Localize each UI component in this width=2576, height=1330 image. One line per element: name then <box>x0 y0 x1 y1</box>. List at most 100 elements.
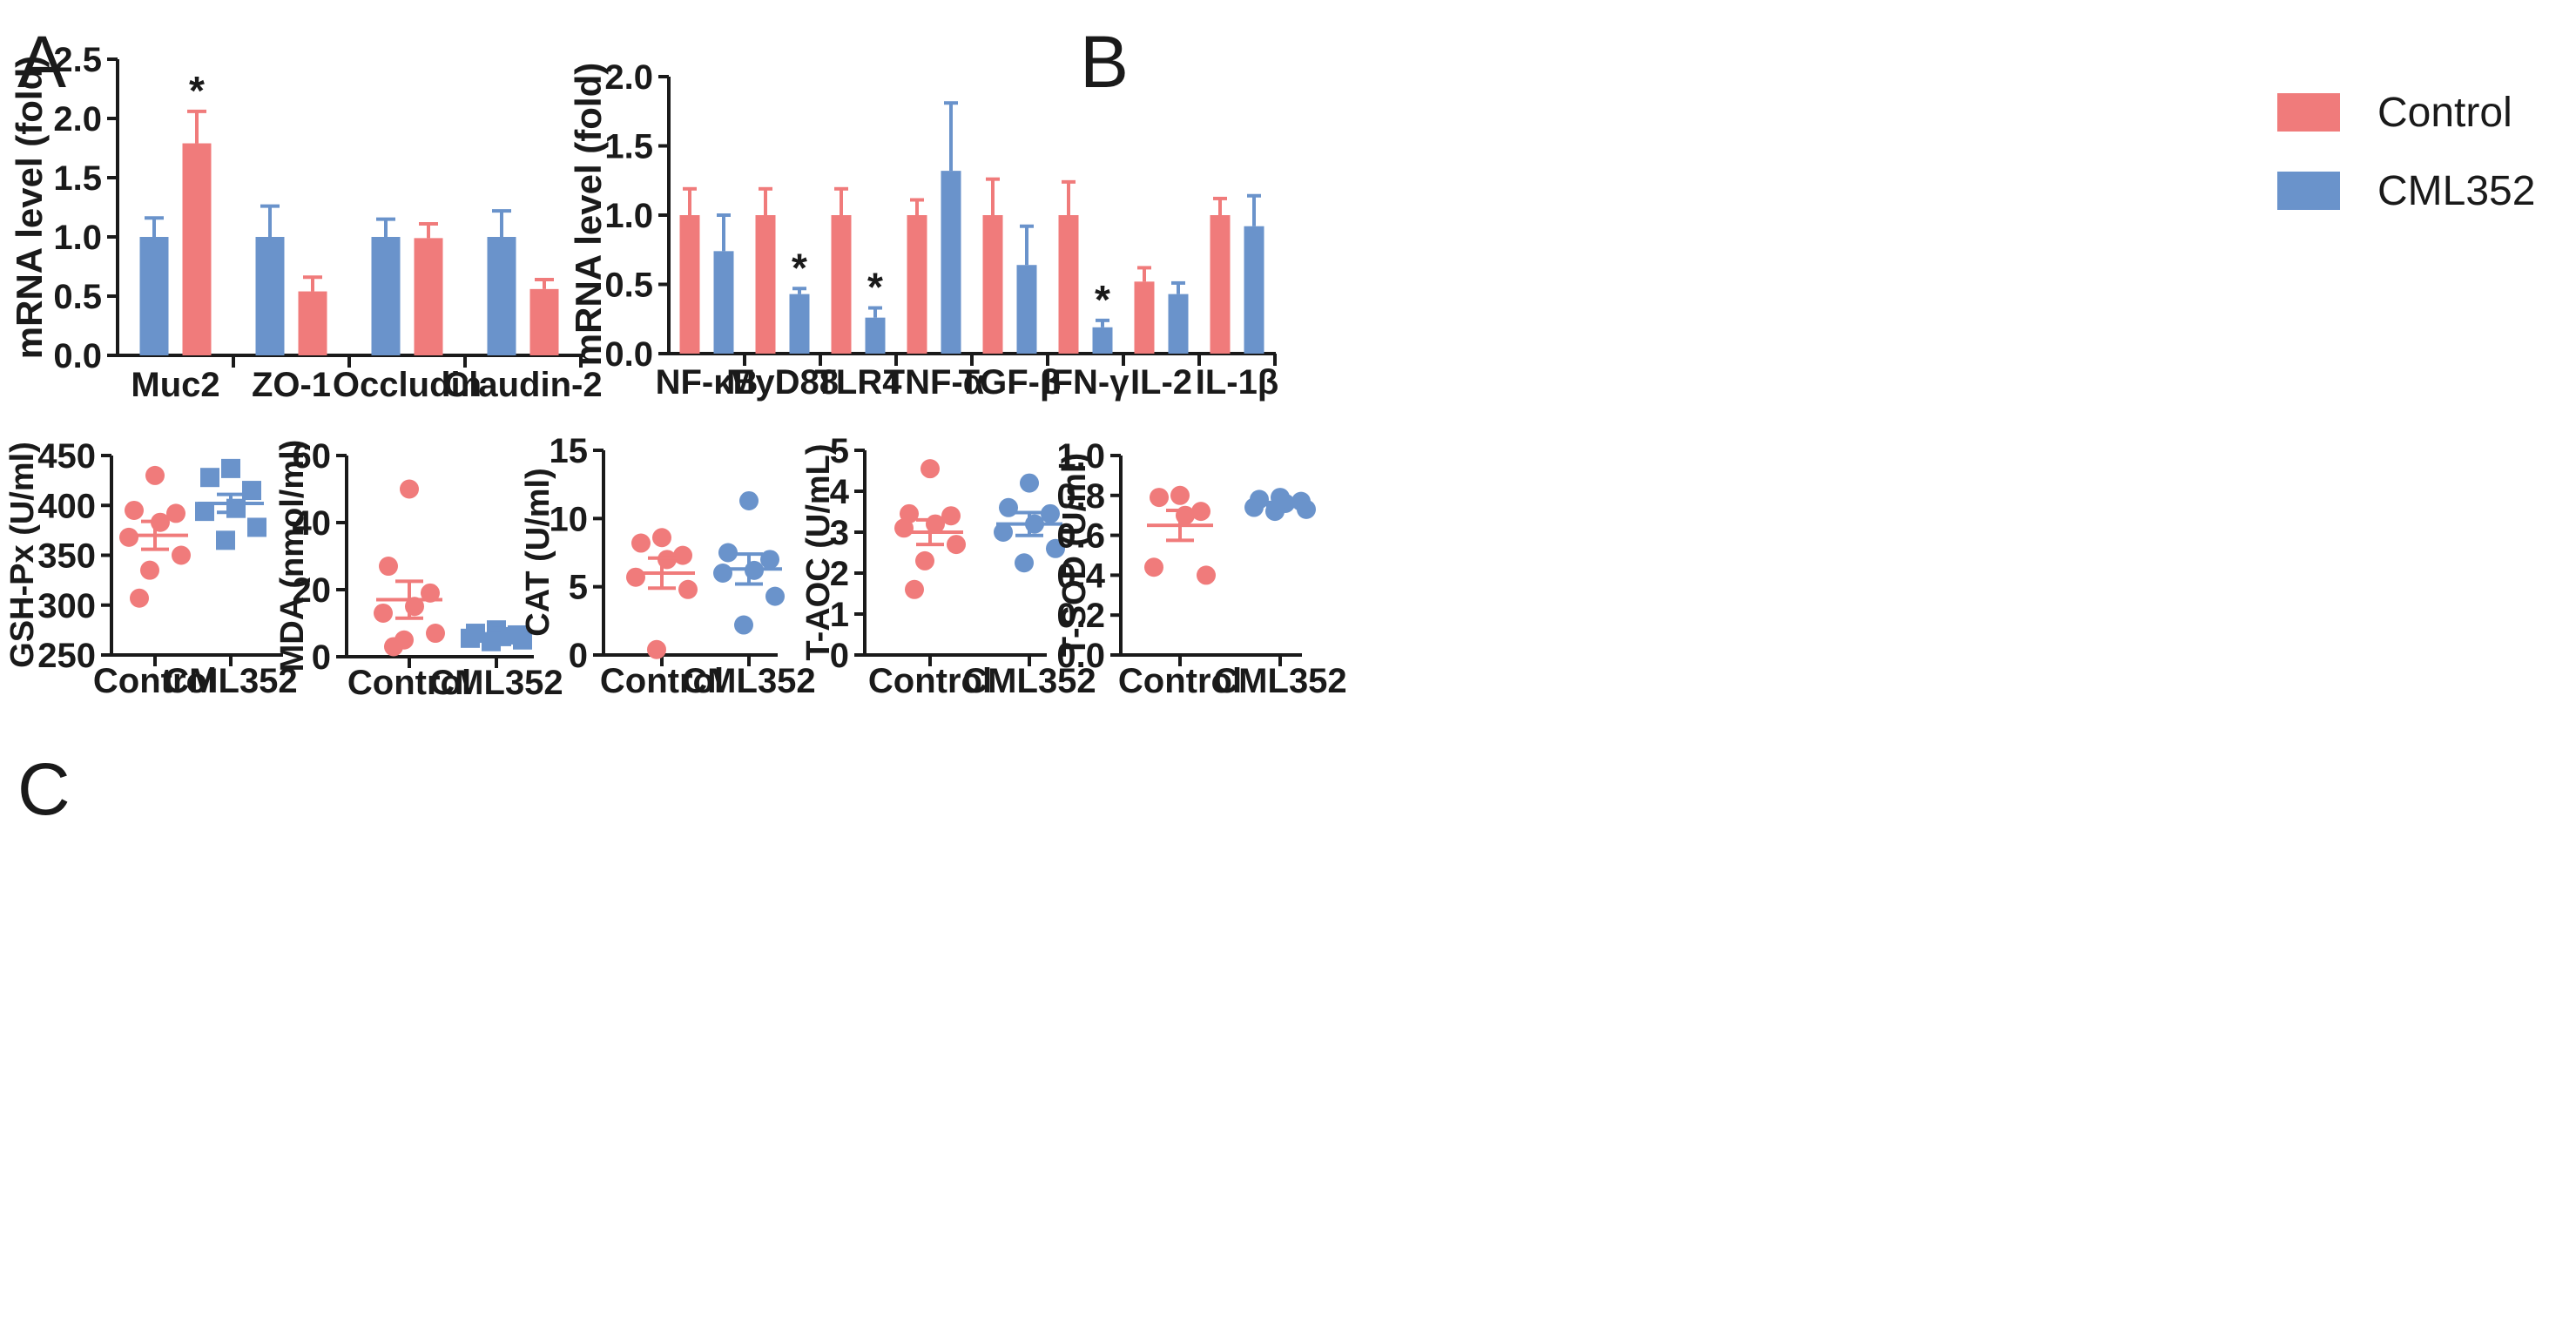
panel-a-bar-occludin-control <box>414 238 443 355</box>
panel-c5-y-tick-label: 1.0 <box>1056 437 1105 476</box>
panel-c4-x-label-cml352: CML352 <box>962 662 1096 700</box>
panel-b-y-tick-label: 0.0 <box>604 335 653 374</box>
panel-c5-y-tick-label: 0.8 <box>1056 477 1105 516</box>
panel-c4-point-control <box>905 579 924 599</box>
panel-c5-point-control <box>1170 485 1190 505</box>
panel-a-bar-zo-1-control <box>298 291 327 355</box>
panel-b-bar-il-2-cml352 <box>1168 294 1189 354</box>
panel-b-bar-ifn-control <box>1058 215 1079 354</box>
legend: Control CML352 <box>2277 90 2535 214</box>
panel-c1-x-label-control: Control <box>93 662 217 700</box>
panel-c4-y-tick-label: 0 <box>830 637 849 675</box>
legend-label-cml352: CML352 <box>2377 168 2535 214</box>
panel-c4-point-control <box>920 459 940 479</box>
panel-c1-y-axis-title: GSH-Px (U/ml) <box>4 442 41 668</box>
panel-c4-point-cml352 <box>994 523 1013 542</box>
panel-a-category-label-zo-1: ZO-1 <box>252 366 331 404</box>
panel-c1-y-tick-label: 300 <box>37 587 96 625</box>
panel-b-bar-il-2-control <box>1134 281 1155 354</box>
panel-c5-point-control <box>1191 502 1210 522</box>
panel-c5-y-tick-label: 0.0 <box>1056 637 1105 675</box>
panel-b-bar-il-1-control <box>1210 215 1231 354</box>
panel-b-category-label-tnf: TNF-α <box>884 363 985 402</box>
panel-a-y-axis-title: mRNA level (fold) <box>9 56 50 359</box>
panel-c3-point-cml352 <box>718 543 738 563</box>
panel-b-significance-ifn: * <box>1095 277 1110 322</box>
panel-c3-x-label-control: Control <box>600 662 724 700</box>
panel-c2-point-control <box>374 603 393 623</box>
panel-b-bar-tgf-cml352 <box>1016 265 1037 354</box>
panel-c4-point-cml352 <box>1046 538 1065 558</box>
panel-c5-point-control <box>1144 557 1163 577</box>
panel-b-significance-myd88: * <box>792 245 807 290</box>
panel-c4-y-tick-label: 2 <box>830 555 849 593</box>
panel-c5-y-axis-title: T-SOD (U/ml) <box>1056 453 1093 657</box>
panel-a-category-label-occludin: Occludin <box>333 366 482 404</box>
panel-c4-point-cml352 <box>1020 473 1039 493</box>
panel-b-category-label-tlr4: TLR4 <box>815 363 903 402</box>
panel-label-a: A <box>17 21 66 103</box>
panel-a-y-tick-label: 0.5 <box>53 278 102 316</box>
panel-a-y-tick-label: 2.5 <box>53 41 102 79</box>
panel-a-bar-zo-1-cml352 <box>255 237 285 355</box>
panel-c5-x-label-cml352: CML352 <box>1213 662 1346 700</box>
panel-c3-point-control <box>678 579 698 599</box>
panel-c1-x-label-cml352: CML352 <box>164 662 297 700</box>
panel-a-category-label-claudin-2: Claudin-2 <box>443 366 602 404</box>
panel-c2-y-tick-label: 60 <box>293 437 332 476</box>
panel-b-bar-ifn-cml352 <box>1092 327 1113 354</box>
panel-c5-y-tick-label: 0.6 <box>1056 517 1105 556</box>
panel-c2-y-axis-title: MDA (nmol/ml) <box>274 440 311 672</box>
panel-c1-point-cml352 <box>242 481 261 501</box>
panel-b-bar-il-1-cml352 <box>1244 226 1264 354</box>
panel-c1-point-cml352 <box>221 458 240 478</box>
panel-c5-point-control <box>1150 488 1169 508</box>
panel-c4-y-axis-title: T-AOC (U/mL) <box>800 443 837 660</box>
panel-b-bar-nf-b-control <box>679 215 700 354</box>
panel-b-category-label-il-1: IL-1β <box>1196 363 1279 402</box>
panel-c4-point-control <box>947 535 966 555</box>
panel-b-y-tick-label: 0.5 <box>604 267 653 305</box>
panel-b-bar-tnf-control <box>907 215 927 354</box>
panel-a-bar-muc2-cml352 <box>139 237 169 355</box>
panel-a-bar-occludin-cml352 <box>371 237 401 355</box>
panel-c2-y-tick-label: 40 <box>293 504 332 543</box>
panel-c1-point-control <box>172 545 191 565</box>
panel-c4-x-label-control: Control <box>868 662 992 700</box>
panel-c1-point-cml352 <box>200 468 219 488</box>
panel-a-bar-claudin-2-cml352 <box>487 237 516 355</box>
panel-b-y-tick-label: 1.0 <box>604 197 653 235</box>
legend-swatch-cml352 <box>2277 172 2340 210</box>
panel-b-bar-tnf-cml352 <box>941 171 961 354</box>
panel-label-b: B <box>1080 21 1129 103</box>
panel-b-bar-tlr4-cml352 <box>865 317 886 354</box>
panel-c3-x-label-cml352: CML352 <box>682 662 815 700</box>
panel-c2-y-tick-label: 0 <box>312 638 331 677</box>
panel-c1-point-control <box>140 560 159 580</box>
panel-c1-point-control <box>125 500 144 520</box>
panel-c5-point-control <box>1197 565 1216 585</box>
panel-c3-y-tick-label: 15 <box>550 432 589 470</box>
panel-a-y-tick-label: 1.5 <box>53 159 102 198</box>
panel-b-category-label-nf-b: NF-κB <box>656 363 759 402</box>
panel-c1-point-cml352 <box>195 502 214 522</box>
panel-c1-point-control <box>145 465 165 485</box>
panel-c1-y-tick-label: 350 <box>37 537 96 576</box>
panel-c4-point-cml352 <box>999 497 1018 517</box>
panel-b-category-label-tgf: TGF-β <box>959 363 1062 402</box>
panel-c4-point-control <box>915 550 934 570</box>
panel-a-y-tick-label: 2.0 <box>53 100 102 138</box>
panel-c3-y-tick-label: 10 <box>550 500 589 538</box>
panel-b-bar-myd88-cml352 <box>789 294 810 354</box>
panel-c2-point-control <box>421 583 440 603</box>
panel-c3-point-cml352 <box>739 490 759 510</box>
panel-b-y-tick-label: 2.0 <box>604 58 653 97</box>
panel-a-y-tick-label: 0.0 <box>53 337 102 375</box>
panel-c3-point-control <box>626 567 645 587</box>
panel-b-category-label-myd88: MyD88 <box>726 363 839 402</box>
panel-c2-point-control <box>426 624 445 644</box>
panel-c2-x-label-cml352: CML352 <box>429 664 563 702</box>
panel-a-bar-claudin-2-control <box>529 288 559 355</box>
panel-c5-y-tick-label: 0.4 <box>1056 557 1105 595</box>
